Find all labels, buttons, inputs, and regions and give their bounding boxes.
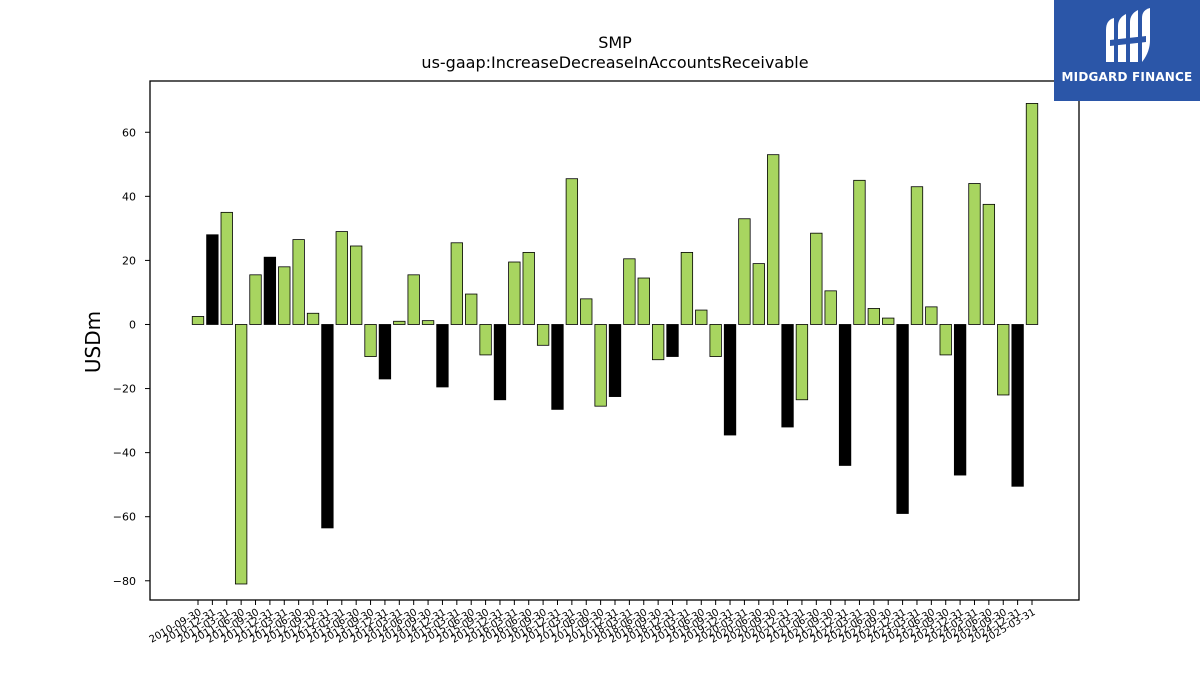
bar [1011, 324, 1024, 487]
bar [896, 324, 909, 514]
bar [191, 316, 205, 325]
bar [292, 239, 305, 325]
bar [752, 263, 765, 325]
bar [968, 183, 981, 325]
bar [637, 277, 650, 325]
bar [321, 324, 334, 529]
bar [666, 324, 679, 357]
x-axis-ticks: 2010-09-302010-12-312011-03-312011-06-30… [148, 600, 1038, 646]
bar [378, 324, 392, 380]
bar [925, 306, 938, 325]
bar [680, 251, 694, 325]
bar [465, 293, 478, 325]
bar-series [191, 103, 1039, 585]
bar [220, 211, 233, 325]
brand-name: MIDGARD FINANCE [1061, 70, 1193, 84]
bar [206, 234, 219, 325]
y-tick-label: −40 [113, 447, 136, 460]
bar [738, 218, 751, 325]
y-tick-label: −80 [113, 575, 136, 588]
bar [1025, 103, 1039, 325]
bar [623, 258, 636, 325]
bar [997, 324, 1010, 396]
bar [580, 298, 593, 325]
bar [306, 312, 320, 325]
bar [479, 324, 492, 356]
bar [263, 256, 277, 325]
bar [278, 266, 291, 325]
y-tick-label: 20 [122, 254, 136, 267]
chart-subtitle: us-gaap:IncreaseDecreaseInAccountsReceiv… [421, 53, 808, 72]
bar [551, 324, 564, 410]
y-axis-ticks: −80 −60 −40 −20 0 20 40 60 [113, 126, 150, 588]
bar [393, 320, 406, 325]
midgard-logo-icon [1106, 8, 1150, 62]
y-tick-label: 40 [122, 190, 136, 203]
bar [608, 324, 622, 397]
bar [508, 261, 521, 325]
bar [450, 242, 463, 325]
bar [953, 324, 967, 476]
bar [723, 324, 737, 436]
bar [853, 179, 866, 325]
bar [695, 309, 708, 325]
bar [522, 251, 535, 325]
bar [651, 324, 665, 361]
bar [867, 308, 880, 325]
bar [565, 178, 579, 325]
bar [350, 245, 363, 325]
y-tick-label: −20 [113, 383, 136, 396]
bar [407, 274, 420, 325]
bar [939, 324, 952, 356]
bar [882, 317, 895, 325]
bar [364, 324, 377, 357]
brand-logo: MIDGARD FINANCE [1054, 0, 1200, 101]
bar [234, 324, 248, 585]
bar [335, 231, 348, 325]
y-axis-label: USDm [81, 311, 105, 373]
bar [810, 232, 823, 325]
bar [982, 203, 996, 325]
bar [436, 324, 449, 388]
bar [910, 186, 924, 325]
bar [594, 324, 607, 407]
y-tick-label: 0 [129, 318, 136, 331]
bar [824, 290, 837, 325]
bar [781, 324, 794, 428]
bar [421, 320, 435, 325]
bar [536, 324, 550, 346]
bar [767, 154, 780, 325]
y-tick-label: 60 [122, 126, 136, 139]
bar [493, 324, 507, 401]
bar [709, 324, 722, 357]
plot-frame [149, 80, 1080, 601]
bar [795, 324, 809, 401]
bar [249, 274, 262, 325]
bar [838, 324, 852, 466]
y-tick-label: −60 [113, 511, 136, 524]
chart-title: SMP [598, 33, 632, 52]
